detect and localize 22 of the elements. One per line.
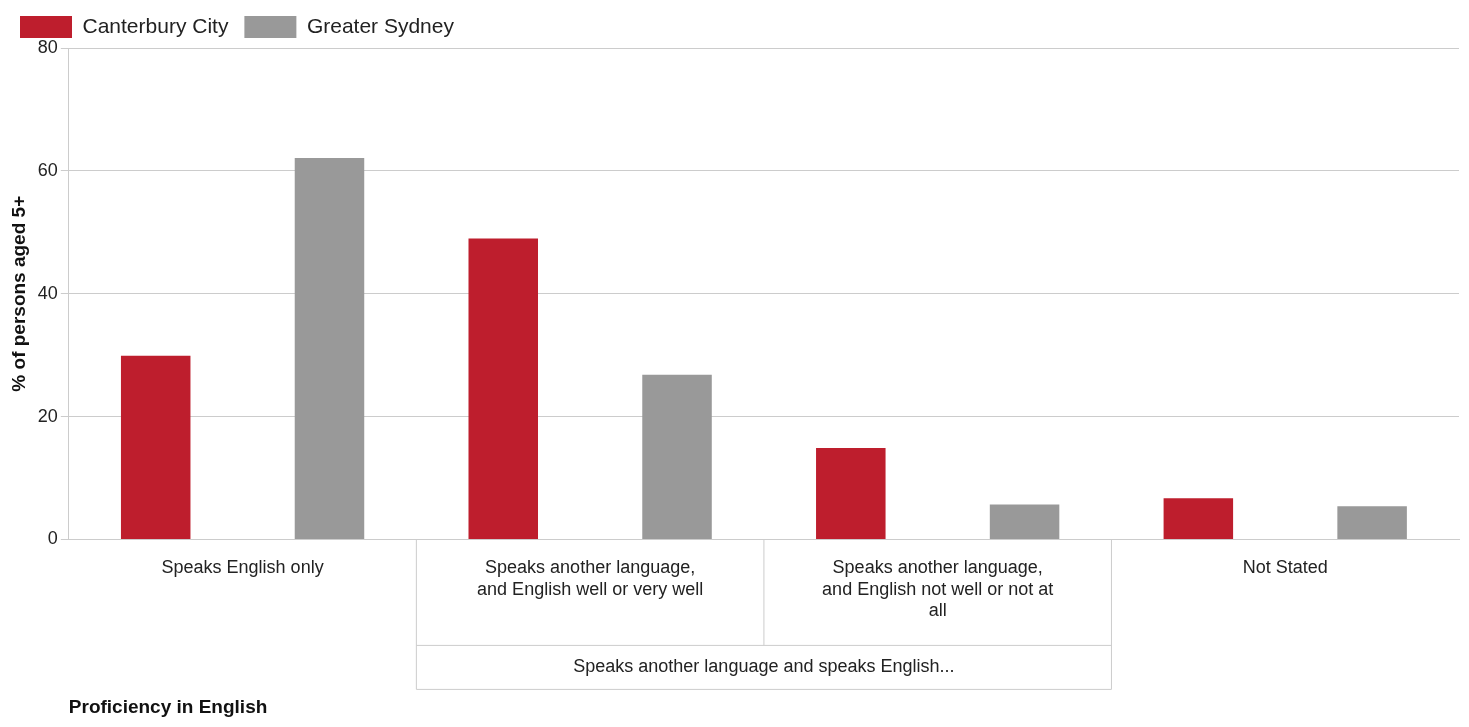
bar [989,504,1060,539]
y-tick-label: 60 [37,159,58,180]
y-tick-label: 20 [37,405,58,426]
bar [294,157,365,539]
y-tick-label: 80 [37,36,58,57]
bar [642,374,712,539]
y-tick-label: 0 [47,528,58,549]
legend-label: Canterbury City [82,13,229,37]
bar [120,355,191,539]
x-tick-label: Not Stated [1242,557,1328,578]
x-tick-label: Speaks another language, and English well or very well [477,557,704,599]
x-tick-label: Speaks another language, and English not well or not at all [822,557,1054,621]
y-tick-label: 40 [37,282,58,303]
bar [1163,498,1234,539]
y-axis-title: % of persons aged 5+ [7,195,29,392]
bar [1337,506,1407,539]
x-axis-title: Proficiency in English [68,695,268,717]
x-tick-label: Speaks English only [161,557,324,578]
text: Speaks another language and speaks English... [573,656,955,677]
legend-label: Greater Sydney [306,13,455,37]
bar [816,447,886,539]
bar [468,238,539,539]
